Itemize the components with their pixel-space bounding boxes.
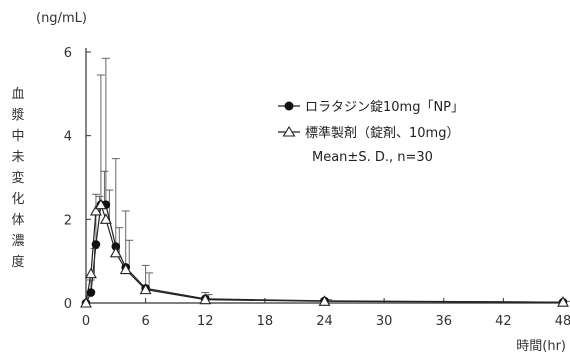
legend-label-test: ロラタジン錠10mg「NP」 <box>305 100 464 115</box>
x-axis-label: 時間(hr) <box>516 339 566 354</box>
y-tick-label: 0 <box>64 297 72 312</box>
y-label-char: 体 <box>11 213 24 228</box>
y-label-char: 漿 <box>11 108 24 123</box>
data-point-reference <box>199 293 212 305</box>
y-label-char: 血 <box>11 87 24 102</box>
x-tick-label: 36 <box>435 314 452 329</box>
data-point-reference <box>85 267 97 279</box>
data-point-reference <box>94 198 107 210</box>
x-tick-label: 0 <box>82 314 90 329</box>
data-point-reference <box>90 204 102 216</box>
y-label-char: 中 <box>11 129 24 144</box>
legend: ロラタジン錠10mg「NP」 標準製剤（錠剤、10mg） Mean±S. D.,… <box>278 100 464 165</box>
legend-marker-test <box>284 101 294 111</box>
error-bars <box>86 57 570 303</box>
series-line-0 <box>85 204 564 304</box>
data-point-test <box>86 288 96 297</box>
y-label-char: 未 <box>11 150 24 165</box>
data-point-reference <box>139 283 152 295</box>
y-unit-label: (ng/mL) <box>36 11 87 26</box>
data-point-reference <box>318 295 331 306</box>
legend-marker-reference <box>282 125 296 137</box>
y-tick-label: 6 <box>64 46 72 61</box>
x-tick-label: 18 <box>257 314 274 329</box>
data-point-reference <box>557 296 569 307</box>
x-tick-label: 48 <box>555 314 570 329</box>
data-point-reference <box>80 296 92 308</box>
x-tick-label: 12 <box>197 314 214 329</box>
x-tick-label: 24 <box>316 314 333 329</box>
data-point-test <box>91 240 101 249</box>
x-tick-label: 30 <box>376 314 393 329</box>
x-tick-label: 6 <box>141 314 149 329</box>
y-ticks: 0 2 4 6 <box>64 46 91 312</box>
y-label-char: 変 <box>11 170 24 186</box>
y-label-char: 度 <box>11 254 24 270</box>
x-tick-label: 42 <box>495 314 512 329</box>
data-point-reference <box>109 246 122 258</box>
data-point-reference <box>99 213 112 224</box>
data-point-reference <box>119 263 132 275</box>
series-markers <box>80 198 569 308</box>
legend-label-reference: 標準製剤（錠剤、10mg） <box>305 125 459 141</box>
y-label-char: 化 <box>11 192 24 207</box>
y-tick-label: 4 <box>64 130 72 145</box>
x-ticks: 0 6 12 18 24 30 36 42 48 <box>82 298 570 329</box>
series-lines <box>85 203 564 304</box>
series-line-1 <box>85 203 564 304</box>
y-tick-label: 2 <box>64 213 72 228</box>
legend-note: Mean±S. D., n=30 <box>312 150 433 165</box>
y-label-char: 濃 <box>11 234 24 249</box>
